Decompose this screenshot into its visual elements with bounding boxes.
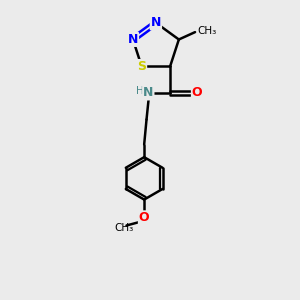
Text: H: H [136,86,144,96]
Text: N: N [151,16,161,29]
Text: N: N [128,33,138,46]
Text: N: N [143,86,154,100]
Text: CH₃: CH₃ [115,224,134,233]
Text: O: O [139,211,149,224]
Text: CH₃: CH₃ [197,26,217,36]
Text: S: S [137,60,146,73]
Text: O: O [192,86,202,100]
